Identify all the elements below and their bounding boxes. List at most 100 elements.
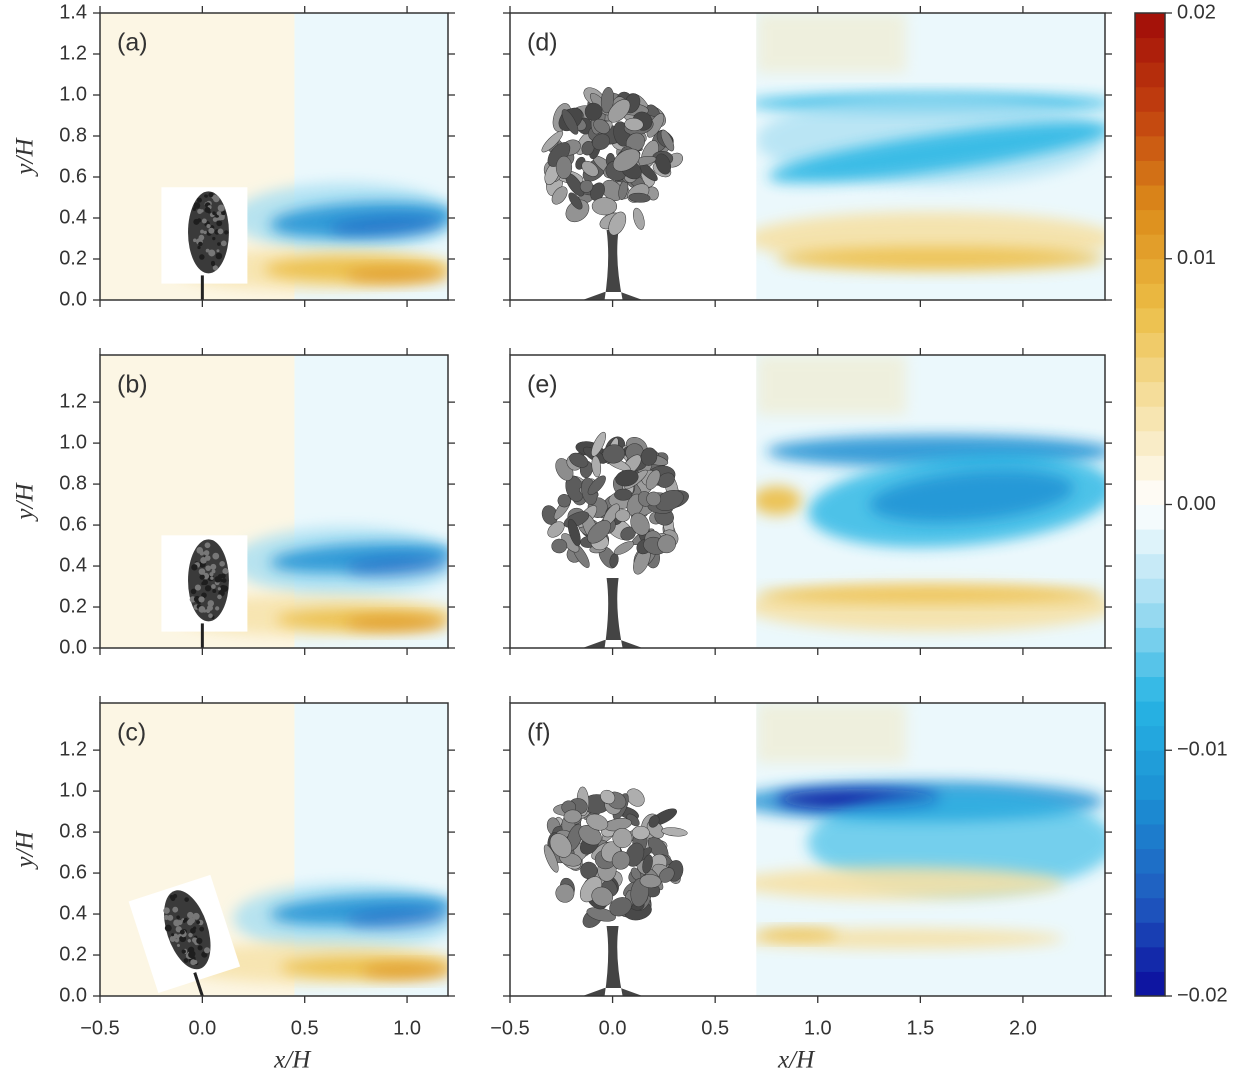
leaf [207,604,213,611]
y-tick-label: 0.6 [59,165,87,187]
leaf [203,230,207,235]
leaf [547,521,565,538]
x-tick-label: 1.0 [393,1017,421,1039]
leaf [206,223,211,229]
leaf [172,906,179,913]
leaf [208,249,216,257]
leaf [164,924,172,932]
x-axis-label: x/H [777,1047,816,1074]
leaf [196,547,204,554]
x-tick-label: 2.0 [1009,1017,1037,1039]
panel [510,13,1105,300]
y-tick-label: 1.2 [59,390,87,412]
leaf [198,241,203,247]
leaf [224,230,229,235]
y-tick-label: 0.4 [59,554,87,576]
leaf [612,828,633,849]
leaf [579,180,594,193]
y-tick-label: 0.6 [59,513,87,535]
colorbar-band [1135,455,1165,481]
plot-frame [509,702,1106,997]
leaf [197,945,203,951]
flow-region [756,586,1105,603]
colorbar-band [1135,701,1165,727]
colorbar-band [1135,602,1165,628]
colorbar-band [1135,13,1165,39]
x-tick-label: 0.0 [188,1017,216,1039]
leaf [541,130,564,153]
flow-region [345,267,448,284]
colorbar-tick-label: −0.02 [1177,984,1228,1006]
leaf [198,596,205,603]
colorbar-band [1135,529,1165,555]
panel-label: (d) [527,29,558,57]
leaf [611,850,631,870]
leaf [631,825,650,840]
colorbar-band [1135,234,1165,260]
leaf [569,452,589,468]
field-background [756,703,907,763]
leaf [201,581,205,586]
colorbar-band [1135,357,1165,383]
leaf [191,564,198,571]
leaf [209,572,214,577]
leaf [645,469,661,490]
leaf [196,197,202,203]
colorbar-band [1135,307,1165,333]
leaf [210,576,214,580]
leaf [216,211,222,216]
leaf [187,911,194,919]
leaf [222,568,229,575]
leaf [612,148,641,172]
leaf [655,153,672,175]
tree-trunk [582,230,643,300]
x-tick-label: 0.5 [701,1017,729,1039]
flow-region [776,246,1105,272]
panel-label: (c) [117,719,146,747]
leaf [177,920,183,925]
colorbar-band [1135,897,1165,923]
leaf [207,600,215,607]
panel-label: (b) [117,371,148,399]
leaf [215,252,223,260]
colorbar-band [1135,578,1165,604]
leaf [190,927,196,934]
leaf [591,886,614,907]
leaf [187,939,191,943]
colorbar-band [1135,135,1165,161]
leaf [192,912,200,920]
leaf [217,594,222,600]
leaf [600,86,614,114]
y-tick-label: 0.4 [59,206,87,228]
leaf [210,563,217,570]
y-tick-label: 1.0 [59,431,87,453]
leaf [640,447,658,466]
leaf [219,561,225,567]
leaf [216,249,220,253]
leaf [655,490,684,511]
leaf [212,265,218,271]
leaf [220,240,227,247]
leaf [163,914,169,920]
field-background [756,355,907,415]
colorbar-band [1135,799,1165,825]
flow-region [362,963,448,980]
leaf [198,568,206,575]
leaf [169,935,176,942]
leaf [632,207,645,230]
panel [510,703,1105,996]
x-tick-label: 0.5 [291,1017,319,1039]
x-axis-label: x/H [273,1047,312,1074]
y-tick-label: 1.0 [59,83,87,105]
y-axis-label: y/H [12,137,39,178]
leaf [196,937,203,945]
leaf [602,444,626,464]
leaf [563,809,582,824]
colorbar-band [1135,283,1165,309]
leaf [551,538,568,554]
leaf [555,155,573,180]
leaf [198,605,206,613]
colorbar-band [1135,971,1165,997]
leaf [609,897,632,917]
flow-region [345,907,448,929]
